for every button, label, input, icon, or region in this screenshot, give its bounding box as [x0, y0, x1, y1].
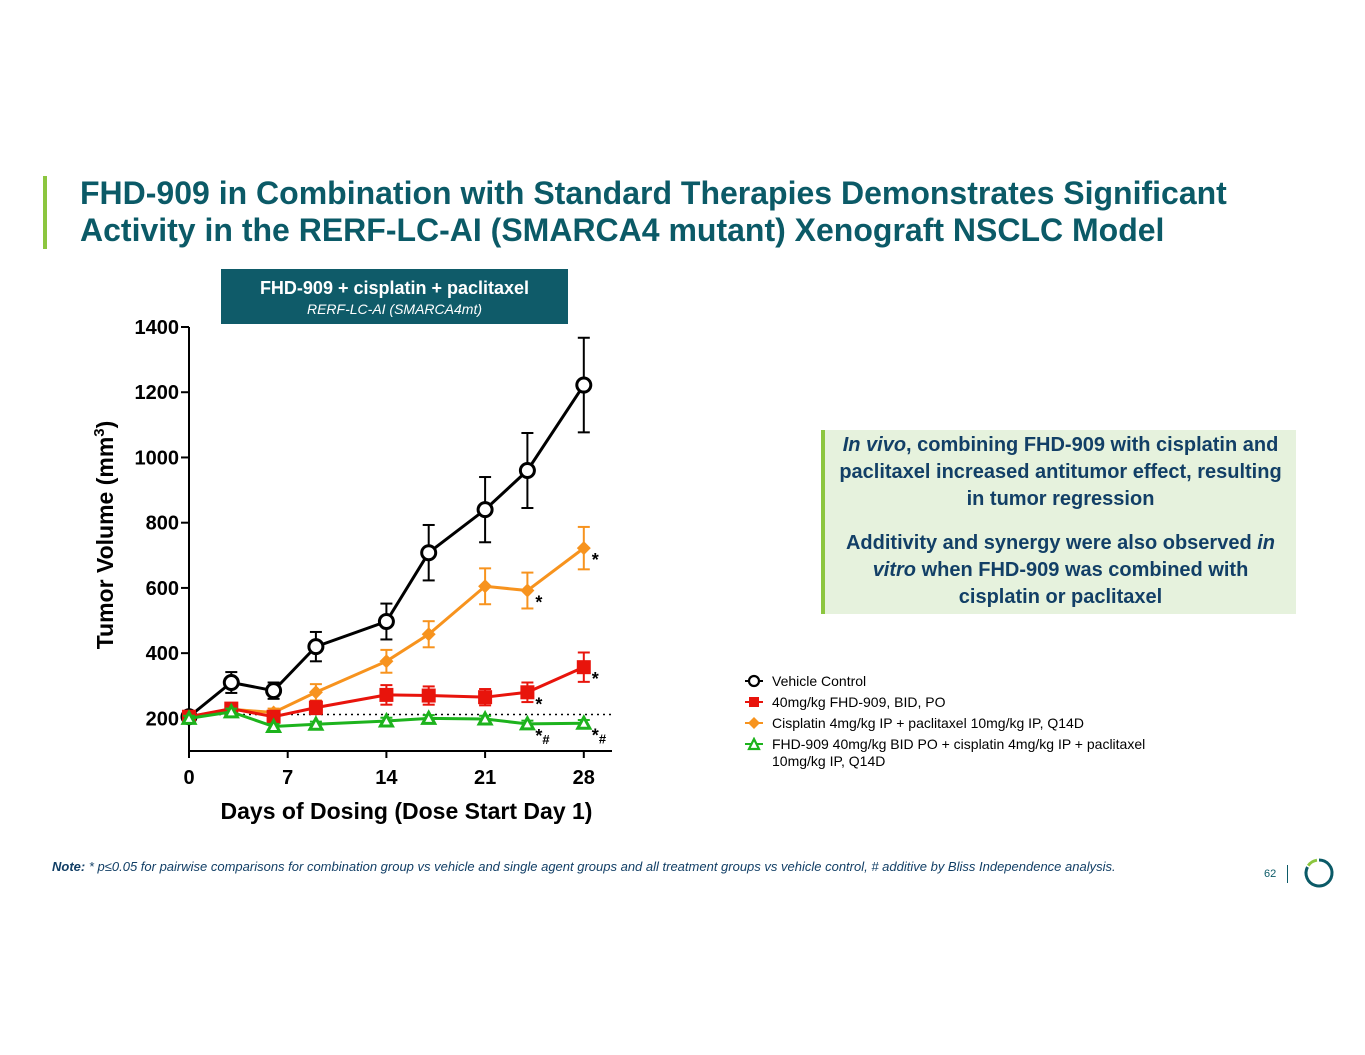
- callout-p1-text: , combining FHD-909 with cisplatin and p…: [839, 434, 1282, 510]
- chart-legend: Vehicle Control 40mg/kg FHD-909, BID, PO…: [745, 673, 1165, 774]
- data-point: [265, 682, 283, 700]
- chart-header-box: FHD-909 + cisplatin + paclitaxel RERF-LC…: [221, 269, 568, 324]
- data-point: [379, 687, 394, 702]
- y-tick-label: 800: [146, 513, 179, 535]
- data-point: [266, 709, 281, 724]
- open-triangle-marker-icon: [745, 737, 763, 751]
- title-accent-bar: [43, 176, 47, 249]
- callout-p1-italic: In vivo: [842, 434, 907, 456]
- callout-p2-italic: in vitro: [872, 532, 1276, 581]
- callout-box: In vivo, combining FHD-909 with cisplati…: [821, 430, 1296, 614]
- legend-item-cisplatin: Cisplatin 4mg/kg IP + paclitaxel 10mg/kg…: [745, 715, 1165, 732]
- data-point: [308, 700, 323, 715]
- data-point: [520, 685, 535, 700]
- data-point: [420, 544, 438, 562]
- significance-annotation: *#: [592, 725, 607, 746]
- data-point: [476, 709, 494, 726]
- chart-header-subtitle: RERF-LC-AI (SMARCA4mt): [306, 301, 482, 317]
- data-point: [518, 714, 536, 731]
- y-tick-label: 1400: [135, 317, 180, 339]
- significance-annotation: *: [592, 669, 599, 689]
- y-tick-label: 1200: [135, 382, 180, 404]
- data-point: [377, 711, 395, 728]
- data-point: [265, 717, 283, 734]
- footnote-text: * p≤0.05 for pairwise comparisons for co…: [85, 859, 1116, 874]
- y-axis-label-superscript: 3: [91, 428, 108, 436]
- legend-label: 40mg/kg FHD-909, BID, PO: [772, 694, 946, 710]
- data-point: [377, 613, 395, 631]
- data-point: [307, 638, 325, 656]
- data-point: [476, 501, 494, 519]
- footnote: Note: * p≤0.05 for pairwise comparisons …: [52, 858, 1232, 876]
- annotation-hash: #: [542, 732, 550, 747]
- significance-annotation: *: [535, 694, 542, 714]
- data-point: [576, 541, 591, 556]
- page-number-divider: [1287, 865, 1288, 883]
- data-point: [421, 688, 436, 703]
- data-point: [180, 709, 198, 725]
- square-marker-icon: [745, 697, 763, 707]
- significance-annotation: *#: [535, 726, 550, 747]
- tumor-volume-chart: 200 400 600 800 1000 1200 1400 0 7 14 21 28 Days of …: [91, 317, 612, 824]
- significance-annotation: *: [535, 593, 542, 613]
- data-point: [308, 685, 323, 700]
- data-point: [222, 674, 240, 692]
- significance-annotation: *: [592, 550, 599, 570]
- y-axis-label: Tumor Volume (mm3): [91, 421, 118, 650]
- callout-paragraph-2: Additivity and synergy were also observe…: [825, 530, 1296, 611]
- data-point: [520, 583, 535, 598]
- annotation-hash: #: [599, 731, 607, 746]
- x-tick-label: 0: [183, 767, 194, 789]
- legend-item-vehicle: Vehicle Control: [745, 673, 1165, 690]
- annotation-star: *: [592, 725, 599, 745]
- y-tick-label: 600: [146, 578, 179, 600]
- x-axis-label: Days of Dosing (Dose Start Day 1): [221, 798, 593, 824]
- data-point: [518, 462, 536, 480]
- x-tick-label: 14: [375, 767, 398, 789]
- data-point: [478, 579, 493, 594]
- data-point: [379, 654, 394, 669]
- x-tick-label: 28: [573, 767, 595, 789]
- diamond-marker-icon: [745, 717, 763, 729]
- page-number: 62: [1264, 868, 1277, 880]
- y-tick-label: 400: [146, 643, 179, 665]
- annotation-star: *: [535, 726, 542, 746]
- open-circle-marker-icon: [745, 674, 763, 688]
- legend-label: Cisplatin 4mg/kg IP + paclitaxel 10mg/kg…: [772, 715, 1084, 731]
- legend-item-fhd909: 40mg/kg FHD-909, BID, PO: [745, 694, 1165, 711]
- data-point: [421, 627, 436, 642]
- callout-paragraph-1: In vivo, combining FHD-909 with cisplati…: [825, 432, 1296, 513]
- legend-label: Vehicle Control: [772, 673, 867, 689]
- callout-p2-after: when FHD-909 was combined with cisplatin…: [916, 559, 1249, 608]
- data-point: [222, 702, 240, 719]
- y-axis-label-text: Tumor Volume (mm: [92, 437, 118, 650]
- x-tick-label: 21: [474, 767, 496, 789]
- data-point: [420, 709, 438, 725]
- data-point: [575, 714, 593, 730]
- callout-p2-before: Additivity and synergy were also observe…: [845, 532, 1258, 554]
- company-logo-icon: [1304, 858, 1334, 888]
- data-point: [307, 715, 325, 731]
- page-title: FHD-909 in Combination with Standard The…: [80, 175, 1227, 248]
- data-point: [576, 660, 591, 675]
- data-point: [575, 376, 593, 394]
- legend-item-combination: FHD-909 40mg/kg BID PO + cisplatin 4mg/k…: [745, 736, 1165, 770]
- x-tick-label: 7: [282, 767, 293, 789]
- data-point: [478, 690, 493, 705]
- y-axis-label-close: ): [92, 421, 118, 429]
- chart-header-title: FHD-909 + cisplatin + paclitaxel: [259, 278, 530, 298]
- legend-label: FHD-909 40mg/kg BID PO + cisplatin 4mg/k…: [772, 736, 1146, 769]
- footnote-label: Note:: [52, 859, 86, 874]
- y-tick-label: 1000: [135, 447, 180, 469]
- y-tick-label: 200: [146, 708, 179, 730]
